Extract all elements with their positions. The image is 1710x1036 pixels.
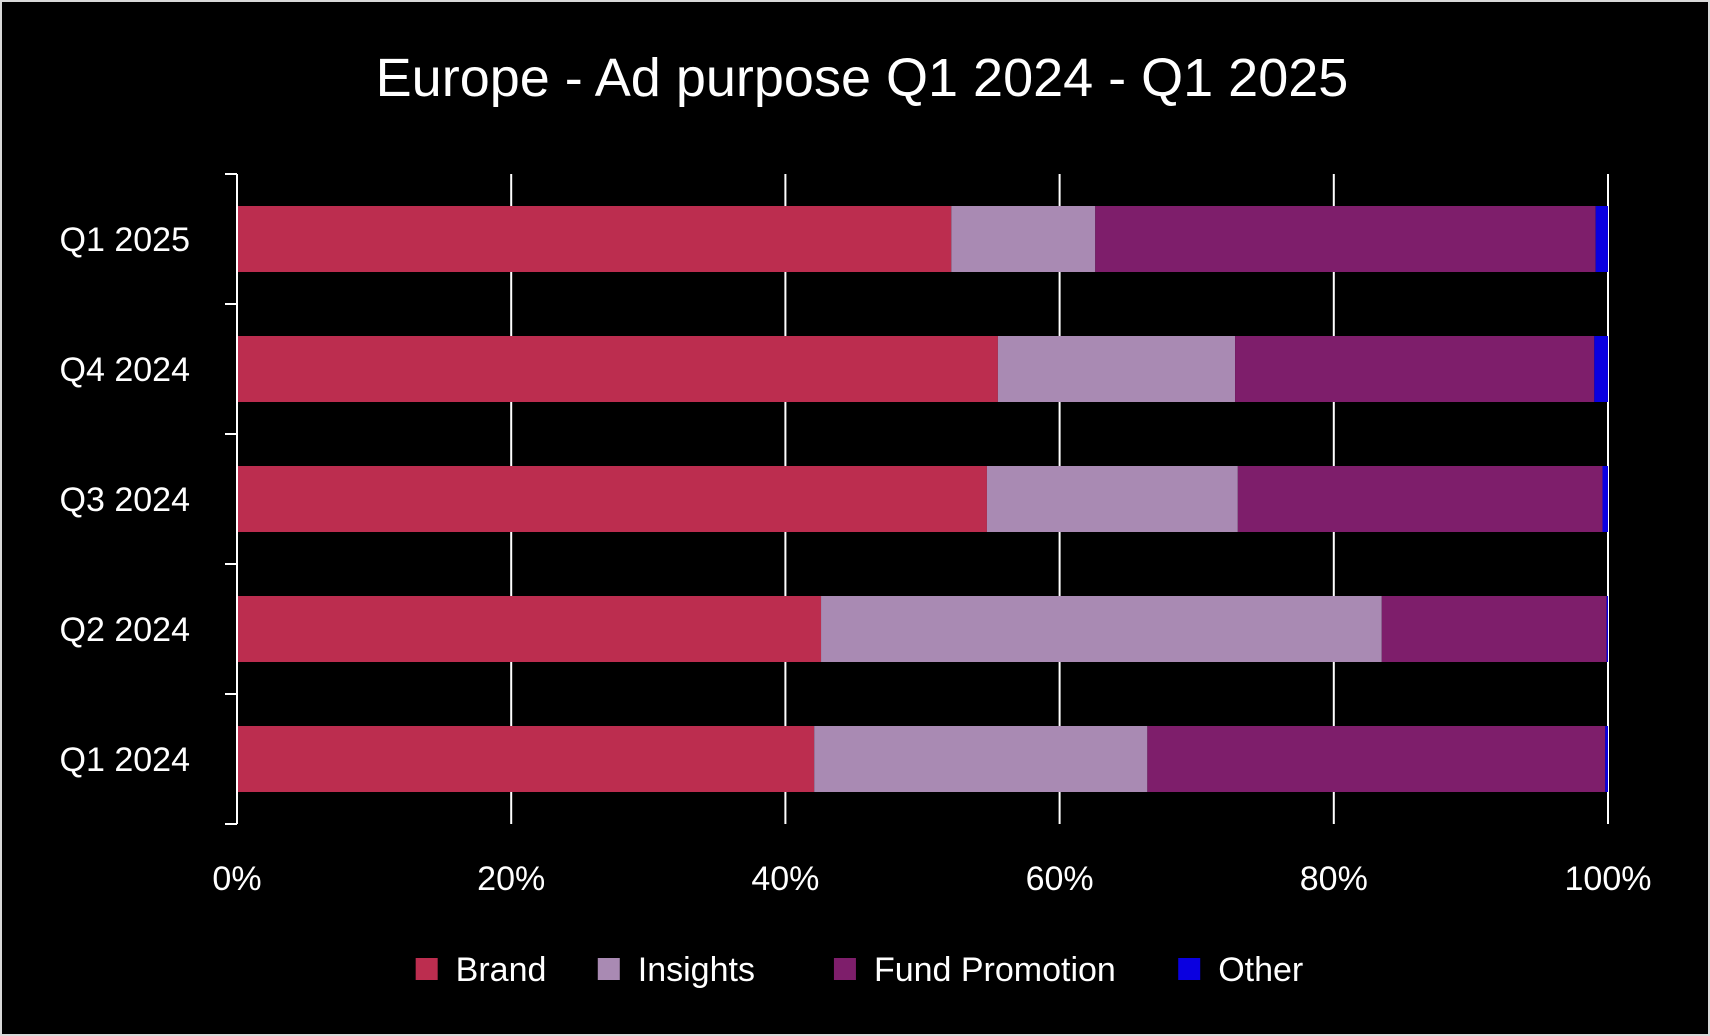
bar-segment-brand	[237, 726, 815, 792]
legend-swatch-brand	[415, 958, 438, 980]
legend-label: Fund Promotion	[874, 951, 1116, 989]
legend-swatch-other	[1178, 958, 1201, 980]
y-axis	[225, 173, 238, 825]
y-tick-label: Q3 2024	[60, 481, 190, 519]
bar-segment-brand	[237, 466, 987, 532]
x-tick-labels: 0% 20% 40% 60% 80% 100%	[212, 860, 1651, 898]
bar-segment-insights	[821, 596, 1382, 662]
bar-segment-fund-promotion	[1147, 726, 1606, 792]
y-tick-labels: Q1 2025 Q4 2024 Q3 2024 Q2 2024 Q1 2024	[60, 221, 190, 779]
legend-label: Insights	[638, 951, 755, 989]
bar-segment-fund-promotion	[1235, 336, 1595, 402]
bars	[237, 206, 1608, 792]
y-tick-label: Q1 2024	[60, 741, 190, 779]
x-tick-label: 60%	[1026, 860, 1094, 898]
bar-segment-fund-promotion	[1095, 206, 1596, 272]
bar-segment-brand	[237, 336, 998, 402]
y-tick-label: Q2 2024	[60, 611, 190, 649]
x-tick-label: 0%	[212, 860, 261, 898]
x-tick-label: 100%	[1565, 860, 1652, 898]
bar-segment-insights	[986, 466, 1238, 532]
bar-segment-insights	[814, 726, 1148, 792]
bar-segment-fund-promotion	[1381, 596, 1607, 662]
bar-segment-fund-promotion	[1237, 466, 1603, 532]
bar-segment-insights	[951, 206, 1096, 272]
bar-segment-other	[1605, 726, 1608, 792]
y-tick-label: Q1 2025	[60, 221, 190, 259]
legend-label: Brand	[456, 951, 547, 989]
legend: Brand Insights Fund Promotion Other	[415, 951, 1303, 989]
legend-label: Other	[1218, 951, 1303, 989]
x-tick-label: 80%	[1300, 860, 1368, 898]
chart-title: Europe - Ad purpose Q1 2024 - Q1 2025	[376, 48, 1349, 108]
bar-segment-other	[1606, 596, 1608, 662]
bar-segment-insights	[997, 336, 1236, 402]
bar-segment-other	[1594, 336, 1608, 402]
x-tick-label: 40%	[751, 860, 819, 898]
bar-segment-brand	[237, 206, 952, 272]
bar-segment-other	[1595, 206, 1608, 272]
x-tick-label: 20%	[477, 860, 545, 898]
bar-segment-brand	[237, 596, 822, 662]
legend-swatch-fund-promotion	[833, 958, 856, 980]
y-tick-label: Q4 2024	[60, 351, 190, 389]
bar-segment-other	[1602, 466, 1608, 532]
legend-swatch-insights	[597, 958, 620, 980]
